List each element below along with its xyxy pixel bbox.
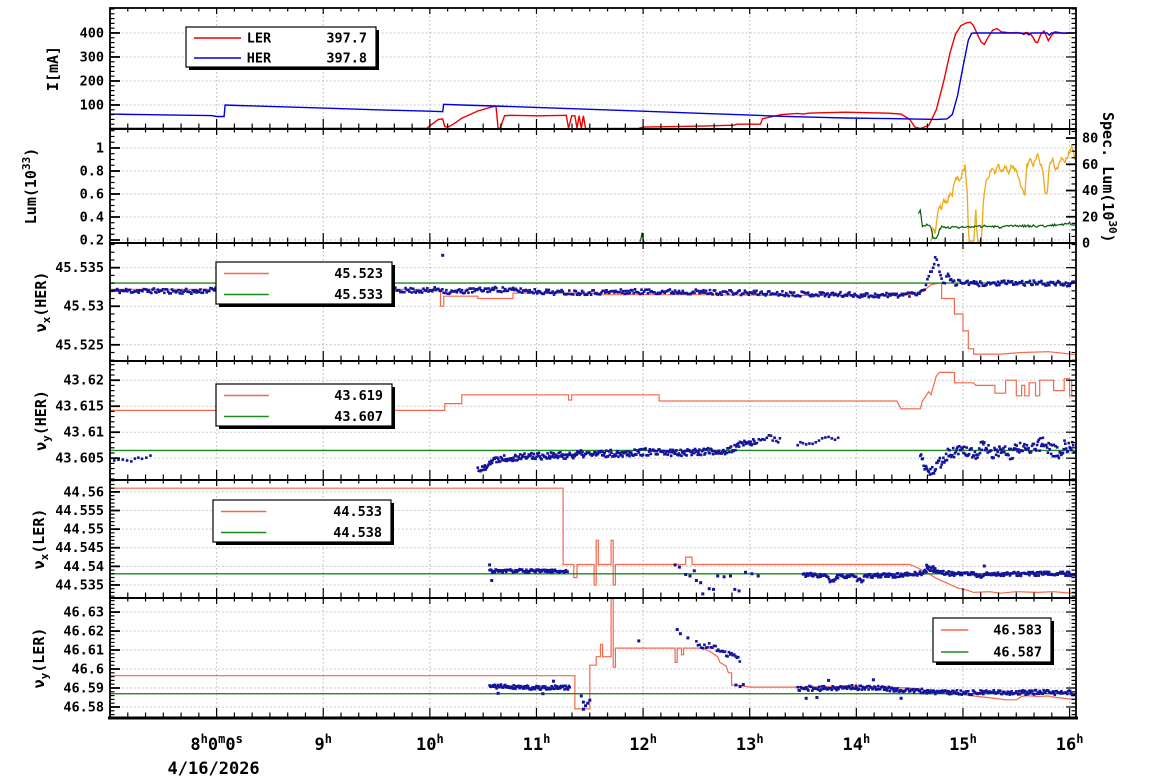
- series-nu-y-her-measured-cluster: [753, 434, 782, 445]
- panel-nu-y-her: 43.605 43.61 43.615 43.62 νy(HER) 43.619 43.60…: [32, 360, 1077, 481]
- right-tick-label: 60: [1082, 157, 1098, 173]
- axis-ticks: [109, 243, 1076, 361]
- panel-beam-current: 100 200 300 400 I[mA] LER 397.7 HER 397.8: [44, 7, 1077, 130]
- y-tick-label: 300: [80, 49, 104, 65]
- y-axis-title: νx(LER): [30, 509, 51, 570]
- y-tick-label: 0.2: [80, 233, 104, 249]
- axis-ticks: [109, 480, 1076, 598]
- legend-label: HER: [247, 51, 272, 67]
- y-tick-label: 200: [80, 73, 104, 89]
- y-axis-title: I[mA]: [44, 46, 62, 91]
- y-tick-label: 100: [80, 97, 104, 113]
- panel-luminosity: 0.2 0.4 0.6 0.8 1 0 20 40 60 80 Lum(1033): [20, 128, 1098, 252]
- series-nu-x-ler-measured-sparse: [673, 563, 760, 596]
- y-tick-label: 43.605: [55, 451, 104, 467]
- legend-value: 43.619: [334, 388, 383, 404]
- right-tick-label: 0: [1082, 236, 1090, 252]
- y-tick-label: 46.6: [71, 662, 104, 678]
- y-tick-label: 0.8: [80, 163, 104, 179]
- y-axis-title: νx(HER): [32, 272, 53, 333]
- series-nu-x-ler-setpoint: [110, 487, 1075, 595]
- axis-ticks: [109, 129, 1076, 244]
- series-nu-y-ler-measured-late: [796, 678, 1076, 700]
- legend-value: 45.533: [334, 287, 383, 303]
- legend-value: 397.8: [326, 51, 367, 67]
- series-nu-y-her-measured-early: [113, 454, 152, 463]
- y-tick-label: 46.58: [63, 699, 104, 715]
- legend-value: 44.533: [333, 504, 382, 520]
- y-axis-title: νy(HER): [32, 390, 53, 451]
- y-tick-label: 45.53: [63, 299, 104, 315]
- right-tick-label: 40: [1082, 183, 1098, 199]
- x-tick-label: 13h: [736, 732, 764, 755]
- x-tick-label: 10h: [416, 732, 444, 755]
- x-tick-label: 8h0m0s: [190, 732, 242, 755]
- series-luminosity: [930, 144, 1076, 243]
- legend: 43.619 43.607: [215, 383, 395, 429]
- series-nu-y-ler-measured-early: [488, 679, 571, 696]
- y-tick-label: 45.525: [55, 337, 104, 353]
- x-tick-label: 14h: [842, 732, 870, 755]
- axis-ticks: [109, 361, 1076, 480]
- legend: 46.583 46.587: [932, 617, 1054, 665]
- y-tick-label: 46.61: [63, 643, 104, 659]
- legend: 44.533 44.538: [212, 499, 394, 545]
- series-nu-x-her-setpoint: [110, 282, 1075, 356]
- y-tick-label: 46.63: [63, 605, 104, 621]
- y-tick-label: 43.615: [55, 399, 104, 415]
- date-label: 4/16/2026: [168, 759, 260, 779]
- y-tick-label: 44.55: [63, 522, 104, 538]
- series-nu-y-her-measured-mid: [476, 438, 756, 473]
- series-nu-x-ler-measured-early: [488, 563, 569, 582]
- y-tick-label: 46.59: [63, 681, 104, 697]
- y-tick-label: 44.555: [55, 503, 104, 519]
- y-axis-title: νy(LER): [30, 628, 51, 689]
- series-nu-x-ler-measured-late: [801, 563, 1076, 584]
- right-tick-label: 80: [1082, 131, 1098, 147]
- series-nu-y-her-measured-late: [919, 436, 1076, 476]
- y-tick-label: 0.4: [80, 210, 104, 226]
- y-axis-title: Lum(1033): [20, 148, 40, 224]
- series-nu-y-ler-measured-cluster: [695, 640, 745, 688]
- legend: 45.523 45.533: [215, 261, 395, 307]
- x-tick-label: 11h: [523, 732, 551, 755]
- x-tick-label: 9h: [314, 732, 331, 755]
- gridlines: [110, 129, 1076, 243]
- y-tick-label: 44.535: [55, 577, 104, 593]
- y-tick-label: 45.535: [55, 260, 104, 276]
- legend: LER 397.7 HER 397.8: [185, 26, 379, 70]
- legend-value: 44.538: [333, 525, 382, 541]
- legend-value: 397.7: [326, 31, 367, 47]
- legend-value: 46.587: [993, 645, 1042, 661]
- y-tick-label: 1: [96, 140, 104, 156]
- legend-value: 45.523: [334, 266, 383, 282]
- y-tick-label: 400: [80, 25, 104, 41]
- series-nu-y-ler-measured-dip: [579, 628, 690, 711]
- series-nu-y-her-setpoint: [110, 371, 1075, 411]
- y-tick-label: 43.62: [63, 373, 104, 389]
- right-axis-title: Spec. Lum(1030): [1099, 112, 1119, 243]
- y-tick-label: 44.54: [63, 559, 104, 575]
- right-tick-label: 20: [1082, 209, 1098, 225]
- legend-label: LER: [247, 31, 272, 47]
- y-tick-label: 0.6: [80, 186, 104, 202]
- legend-value: 46.583: [993, 623, 1042, 639]
- y-tick-label: 43.61: [63, 425, 104, 441]
- y-tick-label: 46.62: [63, 624, 104, 640]
- y-tick-label: 44.56: [63, 484, 104, 500]
- x-tick-label: 12h: [629, 732, 657, 755]
- axis-ticks: [109, 8, 1076, 130]
- series-nu-y-her-measured-sparse: [796, 435, 840, 447]
- x-axis-labels: 8h0m0s 9h 10h 11h 12h 13h 14h 15h 16h 4/16/2026: [168, 732, 1084, 779]
- x-tick-label: 15h: [949, 732, 977, 755]
- series-nu-y-ler-setpoint: [110, 598, 1075, 710]
- y-tick-label: 44.545: [55, 540, 104, 556]
- legend-value: 43.607: [334, 409, 383, 425]
- x-tick-label: 16h: [1056, 732, 1084, 755]
- series-ler-current: [110, 21, 1075, 129]
- series-her-current: [110, 32, 1075, 121]
